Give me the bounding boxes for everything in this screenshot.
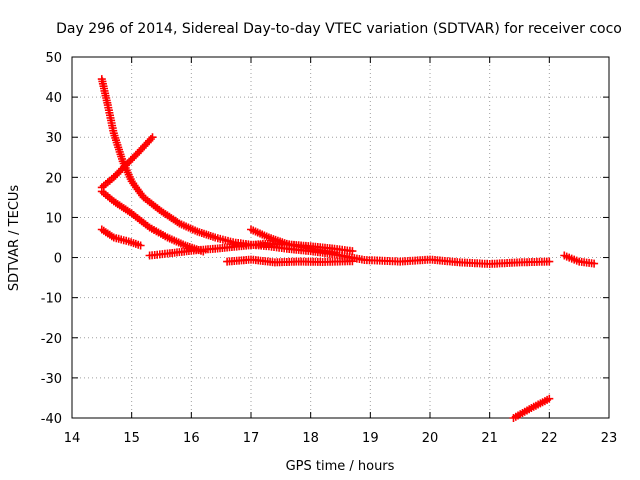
series-track-g bbox=[223, 255, 357, 267]
y-tick-label: -30 bbox=[41, 372, 62, 387]
plot-frame bbox=[71, 56, 610, 419]
y-tick-label: 10 bbox=[45, 211, 62, 226]
data-point bbox=[545, 394, 554, 403]
series-track-i bbox=[509, 394, 554, 422]
x-tick-label: 23 bbox=[601, 431, 618, 446]
x-tick-label: 18 bbox=[302, 431, 319, 446]
x-tick-label: 17 bbox=[243, 431, 260, 446]
series-track-h bbox=[560, 251, 599, 268]
x-tick-label: 19 bbox=[362, 431, 379, 446]
y-tick-label: -40 bbox=[41, 412, 62, 427]
data-point bbox=[348, 247, 357, 256]
x-axis-label: GPS time / hours bbox=[286, 459, 395, 474]
y-tick-label: 20 bbox=[45, 171, 62, 186]
data-point bbox=[330, 248, 339, 257]
y-tick-label: 40 bbox=[45, 91, 62, 106]
x-tick-label: 14 bbox=[64, 431, 81, 446]
y-tick-label: -20 bbox=[41, 332, 62, 347]
x-tick-label: 20 bbox=[422, 431, 439, 446]
data-series bbox=[97, 75, 599, 422]
grid bbox=[72, 57, 609, 418]
series-track-f bbox=[247, 225, 339, 257]
y-tick-label: -10 bbox=[41, 292, 62, 307]
data-point bbox=[136, 241, 145, 250]
data-point bbox=[590, 259, 599, 268]
x-tick-label: 16 bbox=[183, 431, 200, 446]
data-point bbox=[146, 135, 155, 143]
chart-title: Day 296 of 2014, Sidereal Day-to-day VTE… bbox=[56, 21, 622, 37]
data-point bbox=[148, 133, 157, 142]
data-point bbox=[545, 257, 554, 266]
axes bbox=[71, 56, 610, 419]
tick-labels: 14 15 16 17 18 19 20 21 22 23 50 40 30 20 10 0 -10 -20 -30… bbox=[41, 51, 618, 446]
x-tick-label: 22 bbox=[541, 431, 558, 446]
data-point bbox=[348, 257, 357, 266]
y-tick-label: 0 bbox=[54, 252, 62, 267]
x-tick-label: 21 bbox=[481, 431, 498, 446]
series-track-d bbox=[97, 225, 145, 250]
y-tick-label: 50 bbox=[45, 51, 62, 66]
series-track-b bbox=[97, 133, 157, 192]
x-tick-label: 15 bbox=[123, 431, 140, 446]
y-tick-label: 30 bbox=[45, 131, 62, 146]
y-axis-label: SDTVAR / TECUs bbox=[7, 185, 22, 292]
